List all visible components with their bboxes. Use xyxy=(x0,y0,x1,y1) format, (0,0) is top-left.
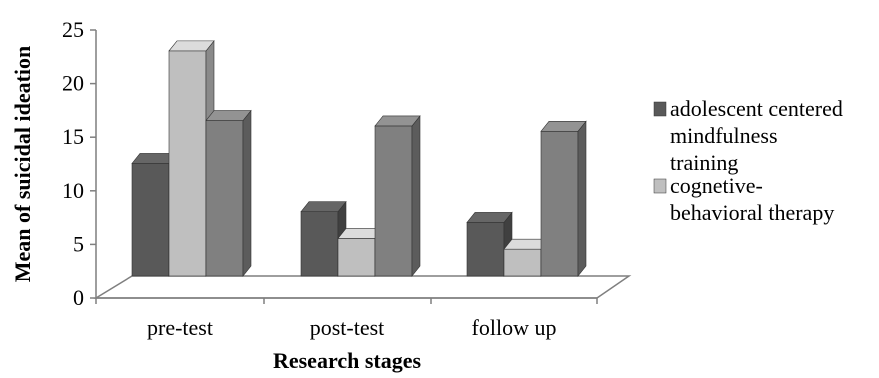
legend-entry: cognetive-behavioral therapy xyxy=(653,173,834,225)
bar xyxy=(300,200,347,277)
bar xyxy=(374,115,421,277)
bar-front xyxy=(540,130,579,277)
y-tick-label: 20 xyxy=(62,71,84,96)
x-tick-label: follow up xyxy=(472,315,557,340)
legend-entry: adolescent centered mindfulness training xyxy=(653,96,843,175)
legend-label: cognetive-behavioral therapy xyxy=(670,173,834,225)
legend-label: adolescent centered mindfulness training xyxy=(670,96,843,175)
bar-side xyxy=(242,109,252,277)
bar-front xyxy=(466,222,505,277)
bar-front xyxy=(131,163,170,277)
legend-swatch xyxy=(653,178,667,194)
bar-front xyxy=(205,120,244,277)
bar xyxy=(205,109,252,277)
bar xyxy=(540,120,587,277)
bar-front xyxy=(503,248,542,277)
x-axis-title: Research stages xyxy=(273,348,421,373)
bar-top xyxy=(374,115,421,127)
y-tick-labels: 0 5 10 15 20 25 xyxy=(62,17,84,310)
x-tick-label: pre-test xyxy=(147,315,213,340)
x-tick-labels: pre-test post-test follow up xyxy=(147,315,556,340)
bar-front xyxy=(300,211,339,277)
bar-side xyxy=(411,115,421,277)
y-tick-label: 5 xyxy=(73,231,84,256)
y-tick-label: 0 xyxy=(73,285,84,310)
bar-top xyxy=(466,212,513,223)
y-tick-label: 10 xyxy=(62,178,84,203)
bar-top xyxy=(540,120,587,132)
bars xyxy=(131,40,587,277)
y-tick-label: 25 xyxy=(62,17,84,42)
bar-front xyxy=(337,238,376,277)
bar-side xyxy=(577,120,587,277)
y-axis xyxy=(90,29,598,304)
x-tick-label: post-test xyxy=(310,315,385,340)
legend-swatch xyxy=(653,101,667,117)
bar-top xyxy=(168,40,215,52)
bar-top xyxy=(300,201,347,212)
y-axis-title: Mean of suicidal ideation xyxy=(10,46,35,283)
chart-floor xyxy=(93,275,632,299)
y-tick-label: 15 xyxy=(62,124,84,149)
floor-plane xyxy=(93,275,632,299)
bar-top xyxy=(205,110,252,121)
bar-front xyxy=(374,125,413,277)
bar-front xyxy=(168,50,207,277)
legend: adolescent centered mindfulness trainingco… xyxy=(653,96,843,225)
